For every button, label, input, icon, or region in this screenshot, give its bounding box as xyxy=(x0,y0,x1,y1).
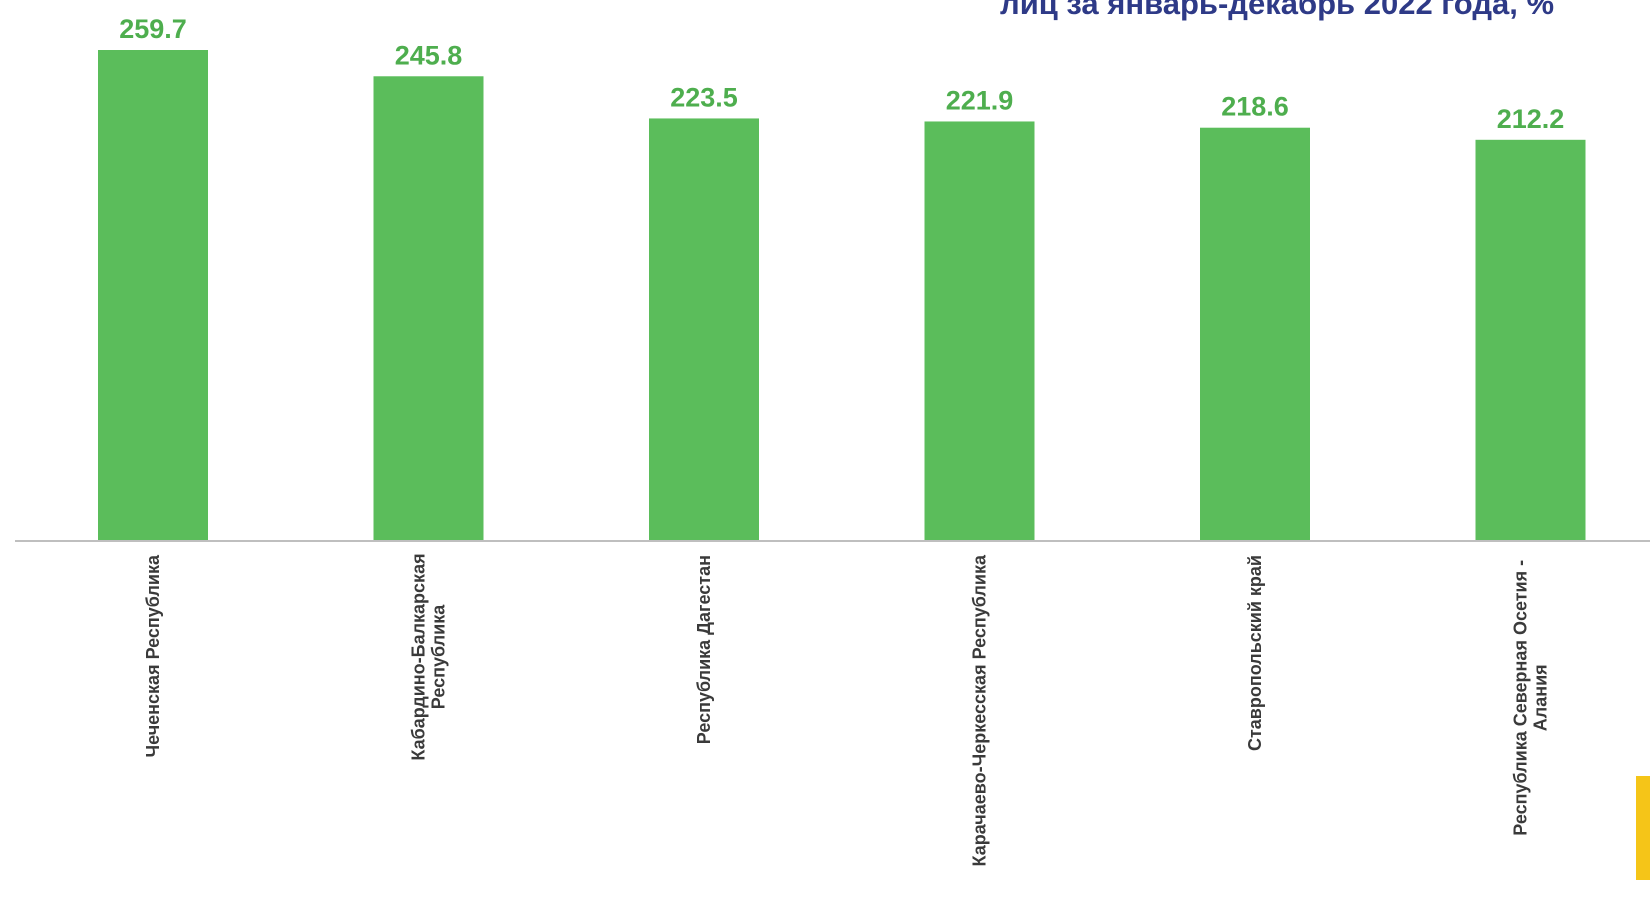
bar xyxy=(924,121,1035,541)
category-label-line: Республика xyxy=(429,604,449,709)
bar xyxy=(649,118,759,541)
accent-block xyxy=(1636,776,1650,880)
bar xyxy=(373,76,484,541)
category-label-line: Алания xyxy=(1531,664,1551,731)
value-label: 223.5 xyxy=(670,82,738,112)
value-label: 259.7 xyxy=(119,14,187,44)
value-labels-layer: 259.7 245.8 223.5 221.9 218.6 212.2 xyxy=(119,14,1564,134)
value-label: 221.9 xyxy=(946,85,1014,115)
category-label-line: Карачаево-Черкесская Республика xyxy=(970,554,990,866)
category-label-line: Чеченская Республика xyxy=(143,554,163,757)
category-label: Республика Северная Осетия - Алания xyxy=(1511,560,1551,836)
category-label-line: Республика Северная Осетия - xyxy=(1511,560,1531,836)
category-label: Ставропольский край xyxy=(1245,555,1265,751)
chart-title: лиц за январь-декабрь 2022 года, % xyxy=(1000,0,1555,21)
bar xyxy=(1475,139,1586,541)
category-label-line: Республика Дагестан xyxy=(694,555,714,744)
bars-layer xyxy=(98,50,1586,541)
category-label: Чеченская Республика xyxy=(143,554,163,757)
category-label: Кабардино-Балкарская Республика xyxy=(409,553,449,760)
value-label: 212.2 xyxy=(1497,104,1565,134)
category-label: Республика Дагестан xyxy=(694,555,714,744)
category-label-line: Кабардино-Балкарская xyxy=(409,553,429,760)
value-label: 245.8 xyxy=(395,40,463,70)
bar xyxy=(1200,127,1310,541)
category-labels-layer: Чеченская Республика Кабардино-Балкарская… xyxy=(143,553,1551,866)
bar xyxy=(98,50,208,541)
category-label-line: Ставропольский край xyxy=(1245,555,1265,751)
value-label: 218.6 xyxy=(1221,92,1289,122)
category-label: Карачаево-Черкесская Республика xyxy=(970,554,990,866)
